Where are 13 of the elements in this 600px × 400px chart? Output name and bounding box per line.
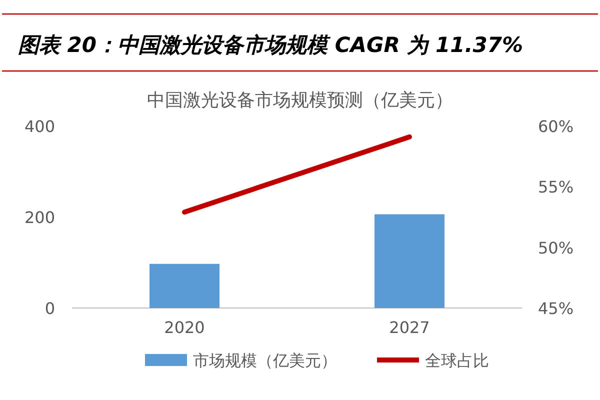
x-tick-label: 2020 bbox=[164, 318, 205, 337]
y-tick-label: 0 bbox=[44, 299, 55, 318]
y2-tick-label: 50% bbox=[538, 238, 574, 258]
y2-tick-label: 60% bbox=[538, 117, 574, 136]
x-tick-label: 2027 bbox=[389, 318, 430, 337]
title: 图表 20：中国激光设备市场规模 CAGR 为 11.37% bbox=[18, 33, 524, 57]
legend-label: 市场规模（亿美元） bbox=[193, 351, 337, 370]
y-tick-label: 200 bbox=[24, 208, 55, 227]
legend-label: 全球占比 bbox=[425, 351, 489, 370]
subtitle: 中国激光设备市场规模预测（亿美元） bbox=[147, 90, 453, 111]
y-tick-label: 400 bbox=[24, 117, 55, 136]
y2-tick-label: 55% bbox=[538, 178, 574, 197]
y2-tick-label: 45% bbox=[538, 299, 574, 318]
